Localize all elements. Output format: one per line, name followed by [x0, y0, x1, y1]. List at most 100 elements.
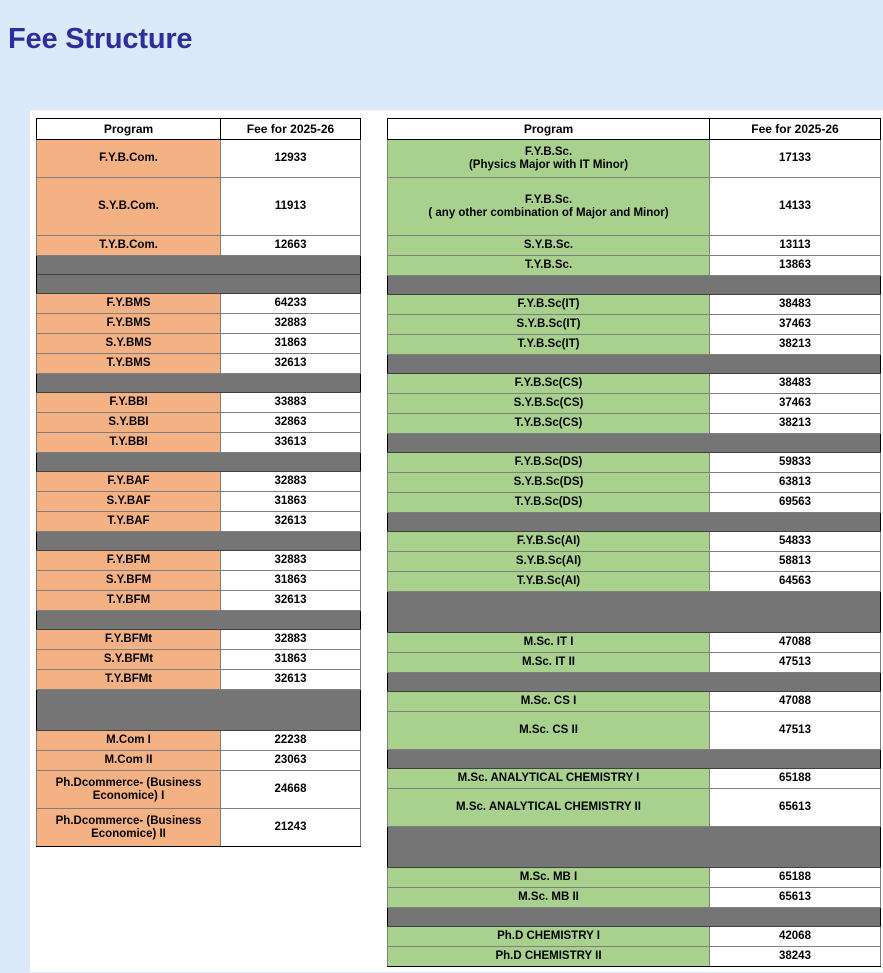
program-fee-cell: 12663	[220, 235, 361, 256]
table-row: M.Com II 23063	[36, 750, 361, 771]
program-name-cell: M.Sc. IT I	[387, 632, 710, 653]
program-fee-cell: 54833	[709, 531, 881, 552]
program-name-cell: T.Y.BFMt	[36, 669, 221, 690]
table-row: T.Y.BAF 32613	[36, 511, 361, 532]
table-row: Ph.Dcommerce- (Business Economice) I 2466…	[36, 770, 361, 809]
table-spacer-row	[36, 610, 361, 630]
spacer-cell	[387, 591, 881, 633]
program-fee-cell: 31863	[220, 649, 361, 670]
table-row: M.Sc. CS II 47513	[387, 711, 881, 750]
program-name-cell: M.Sc. ANALYTICAL CHEMISTRY I	[387, 768, 710, 789]
program-fee-cell: 37463	[709, 314, 881, 335]
spacer-cell	[36, 255, 361, 275]
table-spacer-row	[387, 591, 881, 633]
table-row: F.Y.B.Sc.( any other combination of Majo…	[387, 177, 881, 236]
program-fee-cell: 32883	[220, 629, 361, 650]
program-fee-cell: 32613	[220, 669, 361, 690]
table-row: T.Y.BFM 32613	[36, 590, 361, 611]
table-row: S.Y.B.Sc(IT) 37463	[387, 314, 881, 335]
program-name-cell: T.Y.B.Com.	[36, 235, 221, 256]
program-fee-cell: 38243	[709, 946, 881, 967]
program-fee-cell: 32863	[220, 412, 361, 433]
science-programs-table: Program Fee for 2025-26 F.Y.B.Sc. (Physic…	[387, 118, 881, 967]
program-fee-cell: 47513	[709, 652, 881, 673]
spacer-cell	[387, 433, 881, 453]
table-row: F.Y.BBI 33883	[36, 392, 361, 413]
table-row: F.Y.BFM 32883	[36, 550, 361, 571]
program-fee-cell: 65188	[709, 768, 881, 789]
table-row: F.Y.BMS 64233	[36, 293, 361, 314]
table-spacer-row	[36, 689, 361, 731]
program-fee-cell: 32613	[220, 511, 361, 532]
program-fee-cell: 32883	[220, 550, 361, 571]
program-fee-cell: 38483	[709, 373, 881, 394]
table-row: M.Sc. ANALYTICAL CHEMISTRY II 65613	[387, 788, 881, 827]
table-row: T.Y.BFMt 32613	[36, 669, 361, 690]
program-name-cell: S.Y.BBI	[36, 412, 221, 433]
table-spacer-row	[36, 274, 361, 294]
program-fee-cell: 22238	[220, 730, 361, 751]
program-fee-cell: 32883	[220, 471, 361, 492]
spacer-cell	[36, 689, 361, 731]
table-row: T.Y.B.Sc(IT) 38213	[387, 334, 881, 355]
program-name-cell: F.Y.B.Sc(AI)	[387, 531, 710, 552]
table-spacer-row	[36, 531, 361, 551]
column-header-program: Program	[36, 118, 221, 140]
table-row: Ph.D CHEMISTRY I 42068	[387, 926, 881, 947]
program-name-cell: S.Y.B.Sc(DS)	[387, 472, 710, 493]
spacer-cell	[387, 826, 881, 868]
table-row: S.Y.B.Sc(AI) 58813	[387, 551, 881, 572]
table-spacer-row	[387, 826, 881, 868]
program-fee-cell: 21243	[220, 808, 361, 847]
spacer-cell	[387, 512, 881, 532]
table-row: M.Sc. IT I 47088	[387, 632, 881, 653]
program-name-cell: F.Y.B.Sc(CS)	[387, 373, 710, 394]
program-fee-cell: 65613	[709, 887, 881, 908]
program-name-cell: T.Y.B.Sc(CS)	[387, 413, 710, 434]
program-name-cell: S.Y.B.Sc(IT)	[387, 314, 710, 335]
table-row: S.Y.B.Com. 11913	[36, 177, 361, 236]
commerce-programs-table: Program Fee for 2025-26 F.Y.B.Com. 12933 S…	[36, 118, 361, 847]
program-fee-cell: 65188	[709, 867, 881, 888]
program-name-cell: M.Com I	[36, 730, 221, 751]
program-fee-cell: 47088	[709, 691, 881, 712]
program-name-cell: M.Com II	[36, 750, 221, 771]
table-spacer-row	[36, 255, 361, 275]
table-row: F.Y.B.Sc(IT) 38483	[387, 294, 881, 315]
table-spacer-row	[387, 749, 881, 769]
program-name-cell: S.Y.B.Sc(AI)	[387, 551, 710, 572]
table-row: T.Y.BBI 33613	[36, 432, 361, 453]
commerce-table-body: F.Y.B.Com. 12933 S.Y.B.Com. 11913 T.Y.B.Com.…	[36, 139, 361, 847]
table-row: S.Y.BBI 32863	[36, 412, 361, 433]
table-spacer-row	[387, 672, 881, 692]
program-fee-cell: 33613	[220, 432, 361, 453]
program-name-cell: Ph.Dcommerce- (Business Economice) I	[36, 770, 221, 809]
program-name-cell: S.Y.B.Sc.	[387, 235, 710, 256]
table-row: F.Y.B.Com. 12933	[36, 139, 361, 178]
table-header-row: Program Fee for 2025-26	[387, 118, 881, 140]
program-name-cell: F.Y.BAF	[36, 471, 221, 492]
table-row: T.Y.B.Com. 12663	[36, 235, 361, 256]
program-name-cell: Ph.D CHEMISTRY I	[387, 926, 710, 947]
program-name-cell: S.Y.BFM	[36, 570, 221, 591]
program-name-cell: Ph.D CHEMISTRY II	[387, 946, 710, 967]
program-fee-cell: 14133	[709, 177, 881, 236]
program-name-cell: T.Y.BMS	[36, 353, 221, 374]
page-title: Fee Structure	[8, 23, 193, 56]
program-name-cell: S.Y.B.Sc(CS)	[387, 393, 710, 414]
table-row: S.Y.BFMt 31863	[36, 649, 361, 670]
table-row: S.Y.BFM 31863	[36, 570, 361, 591]
table-row: S.Y.B.Sc(CS) 37463	[387, 393, 881, 414]
program-name-cell: M.Sc. IT II	[387, 652, 710, 673]
program-fee-cell: 63813	[709, 472, 881, 493]
program-name-cell: S.Y.BFMt	[36, 649, 221, 670]
program-name-cell: F.Y.BBI	[36, 392, 221, 413]
program-fee-cell: 37463	[709, 393, 881, 414]
table-row: M.Sc. ANALYTICAL CHEMISTRY I 65188	[387, 768, 881, 789]
program-name-cell: F.Y.B.Com.	[36, 139, 221, 178]
program-fee-cell: 42068	[709, 926, 881, 947]
table-row: T.Y.B.Sc(CS) 38213	[387, 413, 881, 434]
table-row: F.Y.BMS 32883	[36, 313, 361, 334]
table-row: M.Sc. MB I 65188	[387, 867, 881, 888]
table-row: M.Com I 22238	[36, 730, 361, 751]
